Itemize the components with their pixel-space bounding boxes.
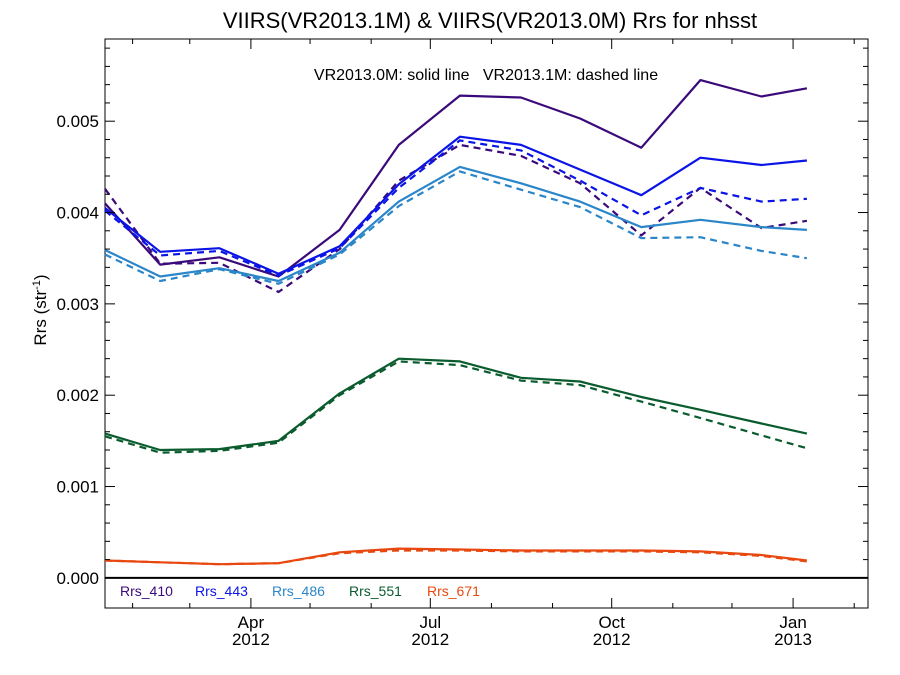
y-axis-label: Rrs (str-1) <box>31 274 50 345</box>
rrs-410-solid-line <box>104 78 808 278</box>
plot-frame <box>104 38 869 609</box>
y-tick-label: 0.000 <box>56 569 99 588</box>
rrs-443-dashed-line <box>104 139 807 277</box>
x-tick-label-month: Jan <box>779 613 806 632</box>
y-axis-label-close: ) <box>31 274 50 280</box>
legend-entry-rrs-551: Rrs_551 <box>349 583 402 599</box>
x-tick-label-year: 2012 <box>411 630 449 649</box>
x-tick-label-month: Oct <box>598 613 625 632</box>
rrs-551-solid-line <box>104 357 808 452</box>
y-tick-label: 0.003 <box>56 295 99 314</box>
legend: Rrs_410 Rrs_443 Rrs_486 Rrs_551 Rrs_671 <box>120 583 480 599</box>
rrs-551-dashed-line <box>104 360 808 454</box>
y-axis-label-superscript: -1 <box>31 280 43 290</box>
legend-entry-rrs-486: Rrs_486 <box>272 583 325 599</box>
y-axis: 0.000 0.001 0.002 0.003 0.004 0.005 <box>56 47 868 588</box>
rrs-443-solid-line <box>104 135 808 275</box>
rrs-486-solid-line <box>104 165 807 283</box>
x-tick-label-month: Jul <box>419 613 441 632</box>
y-tick-label: 0.004 <box>56 204 99 223</box>
legend-entry-rrs-410: Rrs_410 <box>120 583 173 599</box>
legend-entry-rrs-671: Rrs_671 <box>427 583 480 599</box>
legend-entry-rrs-443: Rrs_443 <box>195 583 248 599</box>
x-tick-label-month: Apr <box>238 613 265 632</box>
y-axis-label-main: Rrs (str <box>31 290 50 346</box>
series-lines <box>104 78 808 566</box>
plot-area <box>104 38 869 609</box>
line-style-annotation: VR2013.0M: solid line VR2013.1M: dashed … <box>314 67 658 84</box>
x-tick-label-year: 2012 <box>232 630 270 649</box>
x-tick-label-year: 2012 <box>593 630 631 649</box>
x-tick-label-year: 2013 <box>774 630 812 649</box>
y-tick-label: 0.005 <box>56 112 99 131</box>
chart-title: VIIRS(VR2013.1M) & VIIRS(VR2013.0M) Rrs … <box>223 8 757 33</box>
y-tick-label: 0.002 <box>56 386 99 405</box>
rrs-671-solid-line <box>104 547 808 566</box>
y-tick-label: 0.001 <box>56 478 99 497</box>
